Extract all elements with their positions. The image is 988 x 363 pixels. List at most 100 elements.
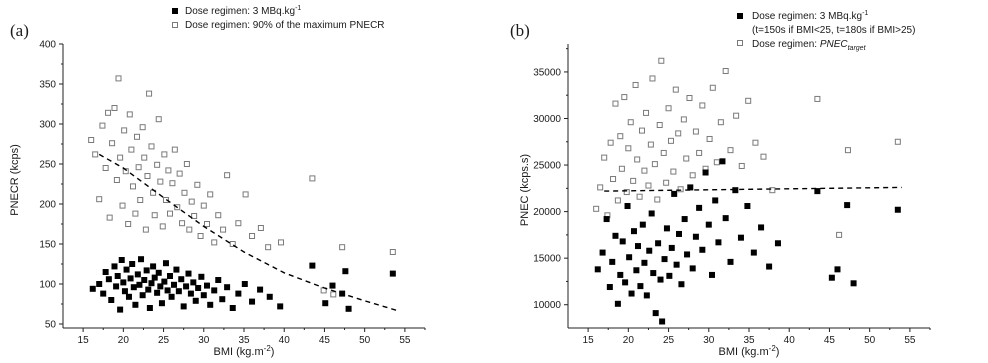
panel-a-y-tick-label: 50: [45, 320, 57, 331]
panel-b-filled-point: [637, 283, 644, 290]
panel-b-filled-point: [774, 240, 781, 247]
panel-b-open-point: [689, 172, 696, 179]
panel-b-open-point: [630, 177, 637, 184]
panel-a-open-point: [162, 197, 169, 203]
panel-b-open-point: [844, 147, 851, 154]
panel-b-open-point: [814, 95, 821, 102]
panel-a-filled-point: [342, 268, 349, 275]
panel-b-open-point: [769, 187, 776, 194]
panel-a-open-series: [88, 75, 396, 298]
panel-a-open-point: [229, 241, 236, 247]
panel-b-open-point: [680, 116, 687, 123]
panel-a-filled-point: [211, 287, 218, 294]
panel-a-filled-point: [139, 292, 146, 299]
panel-a-filled-point: [322, 300, 329, 307]
panel-b-filled-point: [828, 274, 835, 281]
panel-b-filled-point: [594, 266, 601, 273]
panel-a-filled-point: [134, 271, 141, 278]
panel-a-open-point: [197, 233, 204, 239]
panel-b-y-tick-label: 35000: [533, 67, 561, 78]
panel-b-filled-point: [676, 230, 683, 237]
panel-a-filled-point: [125, 293, 132, 300]
panel-b-filled-point: [630, 228, 637, 235]
panel-b-filled-point: [750, 249, 757, 256]
panel-b-open-point: [651, 161, 658, 168]
panel-b-open-point: [717, 119, 724, 126]
panel-a-legend-filled-marker: [172, 8, 178, 14]
panel-b-filled-point: [657, 276, 664, 283]
panel-b-x-axis-title: BMI (kg.m-2): [719, 344, 780, 358]
panel-a-plot-area: [88, 75, 398, 313]
panel-b-filled-point: [659, 318, 666, 325]
panel-b-open-point: [621, 94, 628, 101]
panel-a-open-point: [88, 137, 95, 143]
panel-a-open-point: [113, 177, 120, 183]
panel-b-filled-point: [599, 249, 606, 256]
panel-a-filled-point: [161, 278, 168, 285]
panel-a-y-tick-label: 150: [39, 240, 56, 251]
panel-b-open-point: [692, 128, 699, 135]
panel-a-x-tick-label: 20: [118, 335, 130, 346]
panel-b-legend-label-1-line2: (t=150s if BMI<25, t=180s if BMI>25): [752, 25, 915, 36]
panel-a-filled-point: [146, 305, 153, 311]
panel-b-x-tick-label: 20: [623, 335, 635, 346]
panel-a-filled-point: [166, 273, 173, 279]
panel-b-open-point: [618, 165, 625, 172]
panel-b-filled-point: [619, 238, 626, 245]
panel-b-filled-point: [661, 256, 668, 263]
panel-a-open-point: [235, 220, 242, 227]
panel-a-open-point: [215, 212, 222, 219]
panel-a-open-point: [159, 223, 166, 230]
panel-b-filled-point: [702, 169, 709, 176]
panel-b-open-point: [675, 130, 682, 137]
panel-b-y-axis: 10000 15000 20000 25000 30000 35000: [533, 44, 569, 328]
panel-a-y-tick-label: 250: [39, 160, 56, 171]
panel-b-filled-point: [663, 225, 670, 232]
panel-a-filled-point: [171, 281, 178, 288]
panel-b-open-point: [745, 97, 752, 104]
panel-a-legend-open-marker: [172, 22, 178, 28]
panel-b-filled-series: [594, 158, 901, 325]
panel-b-filled-point: [612, 232, 619, 239]
panel-a-filled-point: [192, 297, 199, 304]
panel-a-open-point: [119, 202, 126, 209]
panel-b-open-point: [643, 109, 650, 116]
panel-a-open-point: [188, 198, 195, 205]
panel-b-open-point: [733, 112, 740, 119]
panel-a-open-point: [137, 197, 144, 203]
panel-b-filled-point: [628, 290, 635, 297]
panel-b-filled-point: [678, 281, 685, 288]
panel-a-open-point: [224, 172, 231, 179]
panel-b-open-point: [699, 102, 706, 109]
panel-a-letter: (a): [10, 21, 29, 40]
panel-a-y-tick-label: 100: [39, 280, 56, 291]
panel-a-open-point: [220, 226, 227, 233]
panel-b-filled-point: [696, 204, 703, 211]
panel-a-open-point: [339, 244, 346, 251]
panel-b-open-point: [617, 133, 624, 140]
panel-a-legend-label-2: Dose regimen: 90% of the maximum PNECR: [185, 20, 385, 31]
panel-a-filled-point: [198, 273, 205, 280]
panel-a-filled-point: [138, 256, 145, 263]
panel-b-y-tick-label: 30000: [533, 114, 561, 125]
panel-a-open-point: [169, 180, 176, 187]
panel-b-filled-point: [655, 240, 662, 247]
panel-a-filled-point: [143, 267, 150, 274]
panel-b-filled-point: [834, 266, 841, 273]
panel-a-filled-point: [121, 288, 128, 295]
panel-a-open-point: [161, 151, 168, 158]
panel-a-filled-point: [183, 283, 190, 290]
panel-a-open-point: [134, 133, 141, 140]
panel-b-filled-point: [617, 271, 624, 278]
panel-a-filled-point: [111, 263, 118, 270]
panel-a-open-point: [171, 146, 178, 153]
panel-a-open-point: [142, 226, 149, 233]
panel-a-y-tick-label: 400: [39, 40, 56, 51]
panel-a-filled-point: [277, 303, 284, 310]
panel-a-filled-point: [108, 297, 115, 303]
panel-b-legend-open-marker: [737, 40, 743, 46]
panel-b-filled-point: [622, 279, 629, 286]
panel-b-open-point: [738, 162, 745, 169]
panel-a-filled-point: [200, 292, 207, 299]
